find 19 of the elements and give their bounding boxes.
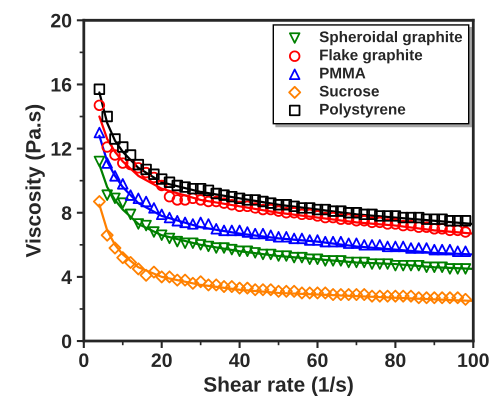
y-tick-label: 16 [52,78,72,92]
x-tick-label: 40 [229,353,250,368]
y-tick-label: 12 [52,142,72,156]
x-tick-label: 80 [385,353,406,368]
y-tick-label: 20 [51,14,72,28]
x-axis-title: Shear rate (1/s) [204,376,353,396]
legend-label: Polystyrene [320,103,406,118]
legend-label: Spheroidal graphite [320,30,462,46]
x-tick-label: 0 [79,353,88,368]
y-axis-title: Viscosity (Pa.s) [25,104,45,258]
y-tick-label: 0 [62,334,72,348]
legend-label: PMMA [320,68,366,78]
x-tick-label: 20 [152,353,172,368]
legend-label: Flake graphite [320,49,422,64]
x-tick-label: 60 [307,353,328,368]
y-tick-label: 4 [61,270,72,284]
x-tick-label: 100 [458,353,489,368]
legend-label: Sucrose [320,86,379,97]
y-tick-label: 8 [62,206,72,220]
